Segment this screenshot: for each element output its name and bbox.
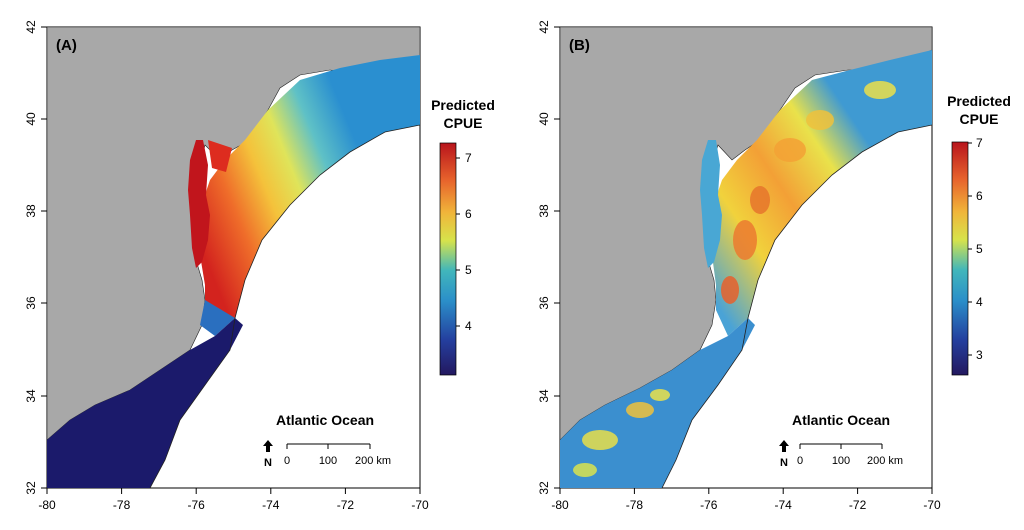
north-arrow-icon bbox=[779, 440, 789, 452]
y-tick-label: 34 bbox=[537, 389, 551, 403]
y-tick-label: 32 bbox=[24, 481, 38, 495]
legend-tick: 5 bbox=[976, 242, 983, 256]
y-tick-label: 36 bbox=[537, 296, 551, 310]
y-tick-label: 40 bbox=[24, 112, 38, 126]
legend-tick: 6 bbox=[465, 207, 472, 221]
y-tick-label: 38 bbox=[24, 204, 38, 218]
coastline-b bbox=[661, 124, 932, 488]
x-axis-a: -80 -78 -76 -74 -72 -70 bbox=[38, 488, 429, 512]
north-arrow-b: N bbox=[779, 440, 789, 469]
x-tick-label: -72 bbox=[337, 498, 355, 512]
scale-bar-a: 0 100 200 km bbox=[284, 443, 391, 467]
legend-tick: 6 bbox=[976, 189, 983, 203]
legend-colorbar-a bbox=[439, 142, 457, 376]
legend-title-line1: Predicted bbox=[431, 97, 495, 113]
legend-tick: 7 bbox=[976, 136, 983, 150]
x-tick-label: -76 bbox=[188, 498, 206, 512]
legend-tick: 4 bbox=[976, 295, 983, 309]
delaware-bay-a bbox=[208, 140, 232, 172]
cpue-shelf-b bbox=[710, 50, 932, 336]
map-panel-b bbox=[559, 26, 933, 489]
legend-title-line1: Predicted bbox=[947, 93, 1011, 109]
legend-tick: 5 bbox=[465, 263, 472, 277]
y-axis-b: 42 40 38 36 34 32 bbox=[537, 20, 560, 495]
x-tick-label: -72 bbox=[849, 498, 867, 512]
x-tick-label: -78 bbox=[626, 498, 644, 512]
scale-label: 200 km bbox=[867, 455, 903, 467]
cpue-patches-b bbox=[573, 81, 896, 477]
scale-label: 0 bbox=[284, 455, 290, 467]
ocean-label-b: Atlantic Ocean bbox=[792, 412, 890, 428]
y-tick-label: 40 bbox=[537, 112, 551, 126]
panel-label-a: (A) bbox=[56, 37, 77, 54]
north-arrow-icon bbox=[263, 440, 273, 452]
scale-label: 100 bbox=[319, 455, 337, 467]
coastline-a bbox=[149, 124, 420, 488]
y-tick-label: 42 bbox=[24, 20, 38, 34]
cpue-shelf-a bbox=[198, 55, 420, 336]
north-label: N bbox=[264, 457, 272, 469]
cpue-south-a bbox=[47, 318, 243, 488]
y-tick-label: 34 bbox=[24, 389, 38, 403]
x-tick-label: -78 bbox=[113, 498, 131, 512]
y-tick-label: 36 bbox=[24, 296, 38, 310]
legend-title-line2: CPUE bbox=[444, 115, 483, 131]
cpue-transition-a bbox=[200, 300, 235, 336]
y-tick-label: 42 bbox=[537, 20, 551, 34]
panel-label-b: (B) bbox=[569, 37, 590, 54]
legend-colorbar-b bbox=[951, 141, 969, 376]
north-label: N bbox=[780, 457, 788, 469]
y-tick-label: 38 bbox=[537, 204, 551, 218]
scale-bar-b: 0 100 200 km bbox=[797, 443, 903, 467]
legend-tick: 4 bbox=[465, 319, 472, 333]
legend-title-line2: CPUE bbox=[960, 111, 999, 127]
x-tick-label: -74 bbox=[262, 498, 280, 512]
x-tick-label: -80 bbox=[551, 498, 569, 512]
legend-tick: 3 bbox=[976, 348, 983, 362]
scale-label: 0 bbox=[797, 455, 803, 467]
bay-b bbox=[700, 140, 722, 268]
north-arrow-a: N bbox=[263, 440, 273, 469]
scale-label: 100 bbox=[832, 455, 850, 467]
y-axis-a: 42 40 38 36 34 32 bbox=[24, 20, 47, 495]
legend-tick: 7 bbox=[465, 151, 472, 165]
chesapeake-bay-a bbox=[188, 140, 210, 268]
scale-label: 200 km bbox=[355, 455, 391, 467]
legend-a: Predicted CPUE 7 6 5 4 bbox=[431, 97, 495, 376]
x-tick-label: -70 bbox=[923, 498, 941, 512]
x-axis-b: -80 -78 -76 -74 -72 -70 bbox=[551, 488, 941, 512]
x-tick-label: -76 bbox=[700, 498, 718, 512]
ocean-label-a: Atlantic Ocean bbox=[276, 412, 374, 428]
map-panel-a bbox=[46, 26, 421, 489]
x-tick-label: -80 bbox=[38, 498, 56, 512]
legend-b: Predicted CPUE 7 6 5 4 3 bbox=[947, 93, 1011, 376]
y-tick-label: 32 bbox=[537, 481, 551, 495]
x-tick-label: -74 bbox=[775, 498, 793, 512]
x-tick-label: -70 bbox=[411, 498, 429, 512]
